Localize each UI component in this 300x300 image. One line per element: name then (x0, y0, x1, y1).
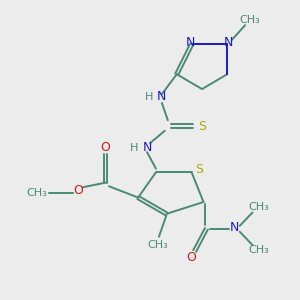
Text: CH₃: CH₃ (248, 202, 269, 212)
Text: S: S (195, 164, 203, 176)
Text: O: O (100, 141, 110, 154)
Text: H: H (130, 142, 138, 153)
Text: N: N (142, 140, 152, 154)
Text: CH₃: CH₃ (147, 240, 168, 250)
Text: CH₃: CH₃ (248, 245, 269, 255)
Text: S: S (198, 120, 206, 133)
Text: N: N (185, 36, 195, 49)
Text: N: N (224, 36, 233, 49)
Text: H: H (145, 92, 153, 102)
Text: CH₃: CH₃ (239, 15, 260, 25)
Text: CH₃: CH₃ (27, 188, 47, 198)
Text: O: O (73, 184, 83, 197)
Text: N: N (157, 90, 167, 103)
Text: O: O (187, 251, 196, 264)
Text: N: N (230, 221, 239, 234)
